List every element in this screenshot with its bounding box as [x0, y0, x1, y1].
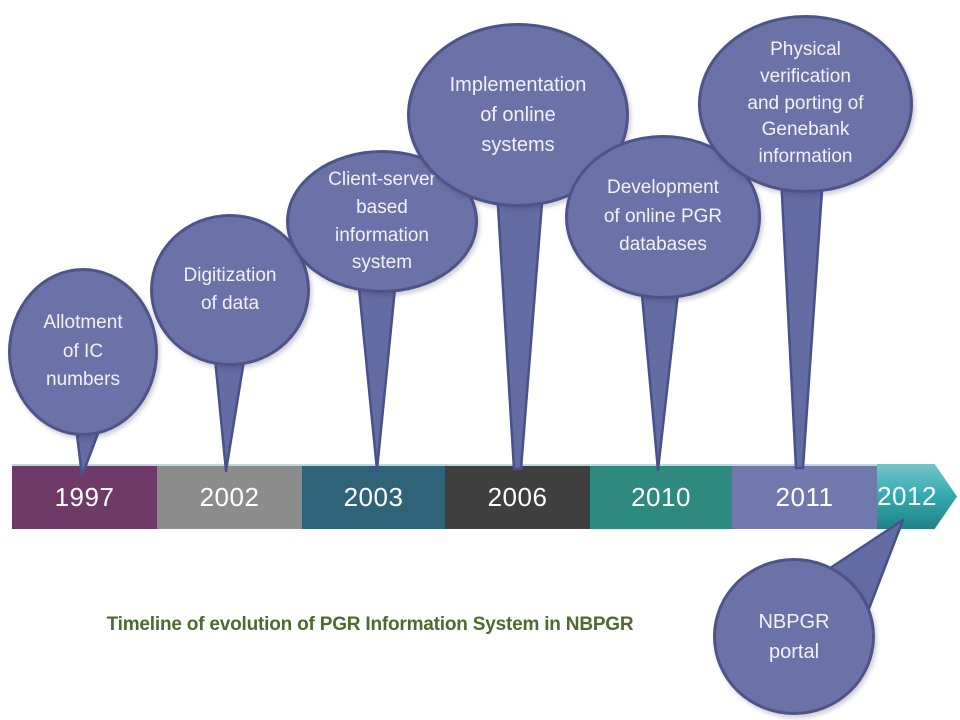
- callout-allotment-ic-numbers: Allotment of IC numbers: [8, 268, 158, 436]
- timeline-segment-2002: 2002: [157, 464, 302, 529]
- year-label-2002: 2002: [199, 482, 260, 512]
- year-label-1997: 1997: [54, 482, 115, 512]
- year-label-2012: 2012: [877, 481, 937, 511]
- timeline-segment-2010: 2010: [590, 464, 732, 529]
- timeline-segment-2003: 2003: [302, 464, 445, 529]
- callout-online-pgr-databases: Development of online PGR databases: [565, 135, 761, 299]
- diagram-caption: Timeline of evolution of PGR Information…: [106, 614, 634, 635]
- tail-2010-icon: [639, 282, 681, 472]
- year-label-2010: 2010: [631, 482, 691, 512]
- timeline-segment-2011: 2011: [732, 464, 877, 529]
- year-label-2003: 2003: [343, 482, 404, 512]
- timeline-bar: 1997 2002 2003 2006 2010 2011 2012: [12, 464, 957, 529]
- callout-nbpgr-portal: NBPGR portal: [713, 558, 875, 715]
- callout-digitization-of-data: Digitization of data: [150, 214, 310, 366]
- tail-2003-icon: [356, 276, 398, 472]
- year-label-2011: 2011: [775, 482, 834, 512]
- year-label-2006: 2006: [487, 482, 548, 512]
- callout-genebank-information: Physical verification and porting of Gen…: [698, 15, 913, 193]
- tail-2006-icon: [495, 188, 545, 471]
- tail-2011-icon: [779, 174, 825, 470]
- tail-2002-icon: [212, 346, 248, 473]
